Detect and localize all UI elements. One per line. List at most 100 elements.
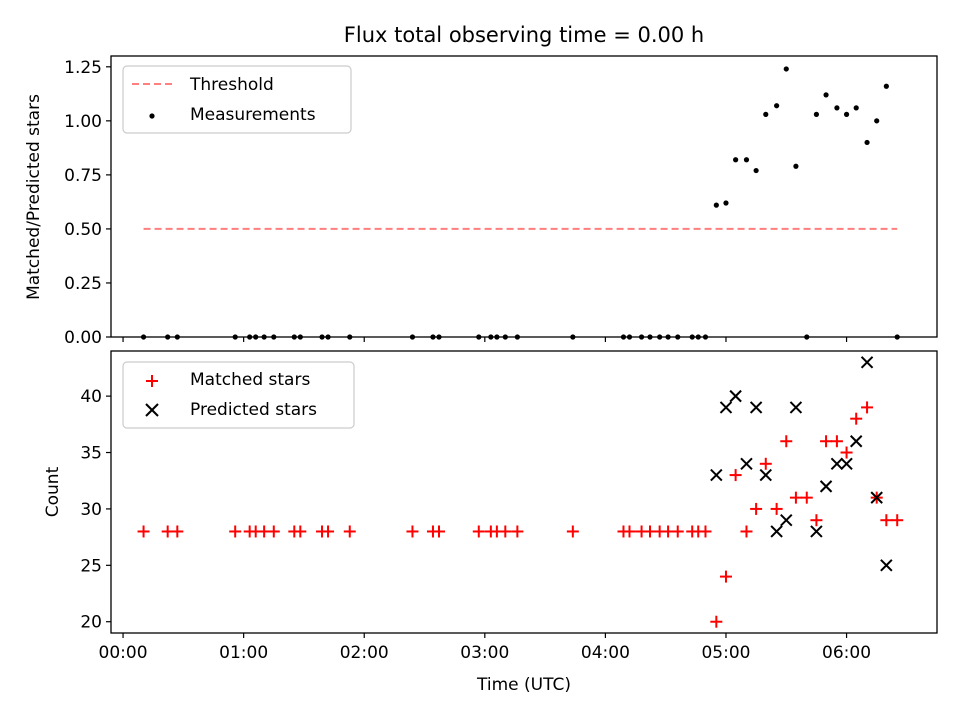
predicted-star-point: [719, 401, 733, 414]
matched-star-point: [511, 525, 524, 538]
x-tick-label: 00:00: [99, 643, 148, 663]
legend-measurements-swatch: [149, 113, 155, 119]
measurement-point: [774, 103, 780, 109]
matched-star-point: [770, 502, 783, 515]
bottom-legend: Matched stars Predicted stars: [122, 361, 355, 429]
matched-star-point: [137, 525, 150, 538]
predicted-star-point: [880, 559, 893, 572]
y-tick-label: 20: [80, 613, 102, 633]
x-tick-label: 03:00: [460, 643, 509, 663]
matched-star-point: [406, 525, 419, 538]
predicted-star-point: [840, 457, 853, 471]
measurement-point: [713, 202, 719, 208]
matched-star-point: [343, 525, 356, 538]
matched-star-point: [850, 412, 863, 425]
predicted-star-point: [749, 401, 763, 414]
predicted-star-point: [810, 525, 823, 538]
predicted-star-point: [780, 513, 793, 527]
measurement-point: [723, 200, 729, 206]
predicted-star-point: [710, 468, 723, 482]
predicted-star-point: [850, 435, 863, 448]
x-tick-label: 05:00: [701, 643, 750, 663]
x-tick-label: 02:00: [340, 643, 389, 663]
matched-star-point: [780, 435, 793, 448]
matched-star-point: [800, 491, 813, 504]
measurement-point: [834, 105, 840, 111]
predicted-star-point: [789, 401, 803, 414]
matched-star-point: [322, 525, 335, 538]
chart-title: Flux total observing time = 0.00 h: [344, 23, 704, 47]
matched-star-point: [229, 525, 242, 538]
legend-measurements-label: Measurements: [190, 105, 316, 125]
predicted-star-point: [870, 491, 883, 504]
top-y-axis-label: Matched/Predicted stars: [24, 94, 44, 300]
bottom-y-axis-label: Count: [43, 466, 63, 517]
predicted-star-point: [830, 457, 844, 471]
matched-star-point: [472, 525, 485, 538]
bottom-plot-marks: [137, 356, 904, 628]
y-tick-label: 35: [80, 444, 102, 464]
x-tick-label: 06:00: [822, 643, 871, 663]
top-legend: Threshold Measurements: [122, 65, 352, 134]
matched-star-point: [820, 435, 833, 448]
matched-star-point: [830, 435, 843, 448]
matched-star-point: [810, 514, 823, 527]
matched-star-point: [891, 514, 904, 527]
matched-star-point: [729, 469, 742, 482]
measurement-point: [823, 92, 829, 98]
predicted-star-point: [729, 389, 742, 403]
bottom-plot-frame: [110, 350, 938, 634]
legend-matched-label: Matched stars: [190, 370, 310, 390]
y-tick-label: 0.25: [64, 274, 102, 294]
predicted-star-point: [819, 480, 833, 493]
measurement-point: [853, 105, 859, 111]
matched-star-point: [789, 491, 802, 504]
measurement-point: [743, 157, 750, 163]
measurement-point: [843, 111, 850, 117]
measurement-point: [763, 111, 769, 117]
legend-matched-swatch: [146, 375, 158, 387]
matched-star-point: [710, 615, 723, 628]
top-panel: Flux total observing time = 0.00 h Match…: [24, 23, 938, 348]
y-tick-label: 0.50: [64, 220, 102, 240]
measurement-point: [783, 66, 789, 72]
matched-star-point: [671, 525, 684, 538]
matched-star-point: [759, 457, 772, 470]
matched-star-point: [566, 525, 579, 538]
top-y-ticks: 0.00 0.25 0.50 0.75 1.00 1.25: [64, 58, 111, 348]
top-x-ticks: [122, 337, 848, 342]
bottom-panel: Count Time (UTC) 20 25 30 35 40 00:00 01:00 02…: [43, 350, 938, 695]
y-tick-label: 40: [80, 387, 102, 407]
legend-threshold-label: Threshold: [189, 75, 274, 95]
matched-star-point: [719, 570, 732, 583]
bottom-x-ticks: 00:00 01:00 02:00 03:00 04:00 05:00 06:00: [99, 633, 871, 663]
top-plot-frame: [110, 55, 938, 338]
matched-star-point: [840, 446, 853, 459]
predicted-star-point: [860, 356, 874, 369]
y-tick-label: 1.00: [64, 112, 102, 132]
matched-star-point: [750, 502, 763, 515]
matched-star-point: [740, 525, 753, 538]
bottom-y-ticks: 20 25 30 35 40: [80, 387, 111, 633]
measurement-point: [874, 118, 880, 124]
matched-star-point: [294, 525, 307, 538]
measurement-point: [793, 163, 799, 169]
top-legend-box: [122, 65, 352, 134]
legend-predicted-swatch: [145, 403, 159, 417]
y-tick-label: 1.25: [64, 58, 102, 78]
x-tick-label: 01:00: [219, 643, 268, 663]
y-tick-label: 0.00: [64, 328, 102, 348]
matched-star-point: [267, 525, 280, 538]
measurement-point: [813, 111, 820, 117]
measurement-point: [864, 139, 870, 146]
matched-star-point: [880, 514, 893, 527]
matched-star-point: [171, 525, 184, 538]
legend-predicted-label: Predicted stars: [190, 400, 317, 420]
y-tick-label: 30: [80, 500, 102, 520]
matched-star-point: [861, 401, 874, 414]
predicted-star-point: [770, 525, 783, 538]
y-tick-label: 0.75: [64, 166, 102, 186]
predicted-star-point: [740, 457, 753, 471]
matched-star-point: [623, 525, 636, 538]
